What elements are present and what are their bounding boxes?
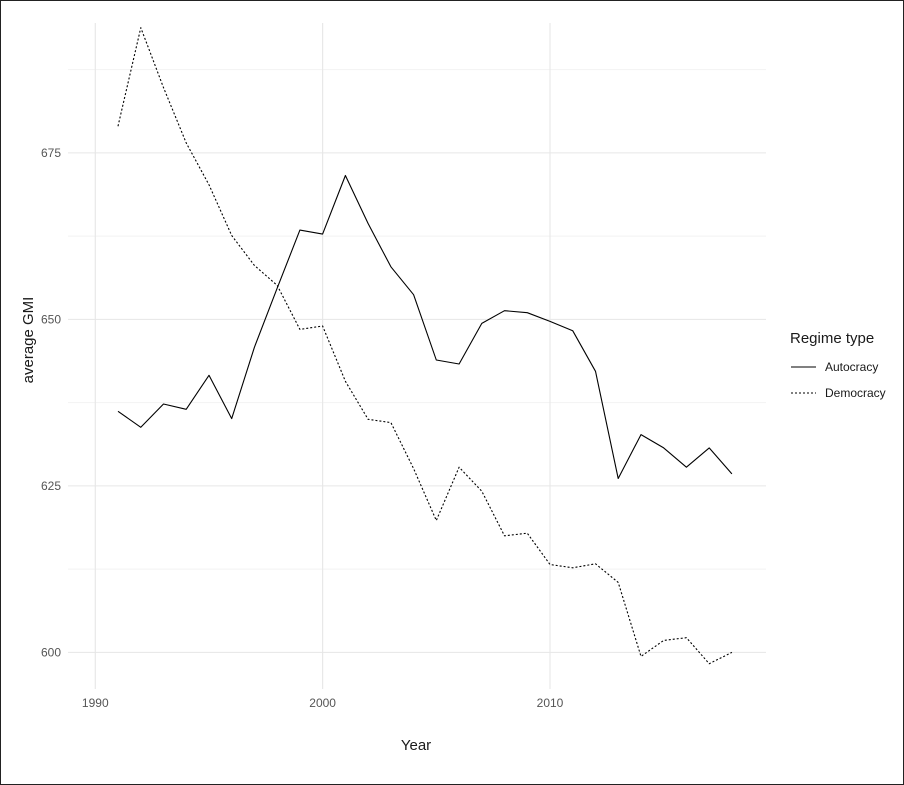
grid-lines <box>68 23 766 689</box>
y-axis-ticks: 600 625 650 675 <box>41 146 61 660</box>
series-line-democracy <box>117 27 733 665</box>
y-tick-label: 650 <box>41 312 61 326</box>
y-axis-title: average GMI <box>20 297 37 384</box>
legend-label-autocracy: Autocracy <box>825 360 878 374</box>
series-line-autocracy <box>117 174 733 480</box>
x-tick-label: 1990 <box>82 696 109 710</box>
x-axis-ticks: 1990 2000 2010 <box>82 696 564 710</box>
legend: Regime type Autocracy Democracy <box>790 330 886 400</box>
y-tick-label: 675 <box>41 146 61 160</box>
y-tick-label: 600 <box>41 645 61 659</box>
legend-label-democracy: Democracy <box>825 386 886 400</box>
x-axis-title: Year <box>401 737 431 754</box>
series-lines <box>117 27 733 665</box>
legend-title: Regime type <box>790 330 874 347</box>
y-tick-label: 625 <box>41 479 61 493</box>
x-tick-label: 2000 <box>309 696 336 710</box>
x-tick-label: 2010 <box>537 696 564 710</box>
